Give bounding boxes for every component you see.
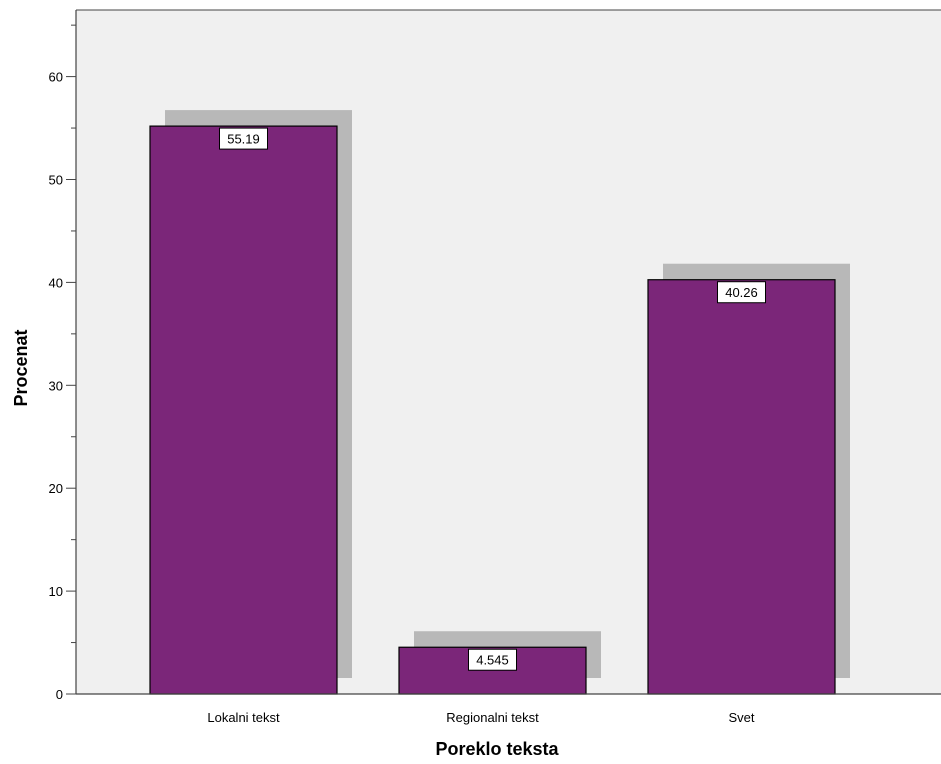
bar [647,279,836,695]
data-label-text: 40.26 [725,285,758,300]
data-label: 4.545 [468,648,517,671]
x-tick-label: Regionalni tekst [446,710,539,725]
y-tick-label: 40 [49,275,63,290]
data-label-text: 55.19 [227,132,260,147]
data-label: 40.26 [717,281,766,304]
y-tick-label: 0 [56,687,63,702]
data-label-box [717,281,766,304]
y-axis-ticks [66,24,76,695]
x-axis-tick-labels: Lokalni tekst Regionalni tekst Svet [207,710,755,725]
y-tick-label: 30 [49,378,63,393]
y-axis-tick-labels: 0 10 20 30 40 50 60 [49,70,63,702]
x-tick-label: Lokalni tekst [207,710,280,725]
bar [149,125,338,695]
y-tick-label: 20 [49,481,63,496]
y-tick-label: 60 [49,70,63,85]
data-label-text: 4.545 [476,653,509,668]
x-axis-title: Poreklo teksta [435,739,559,759]
bars [149,125,836,695]
y-axis-title: Procenat [11,329,31,406]
data-labels: 55.19 4.545 40.26 [219,127,766,671]
data-label-box [219,127,268,150]
data-label-box [468,648,517,671]
y-tick-label: 10 [49,584,63,599]
data-label: 55.19 [219,127,268,150]
y-tick-label: 50 [49,173,63,188]
x-tick-label: Svet [728,710,754,725]
